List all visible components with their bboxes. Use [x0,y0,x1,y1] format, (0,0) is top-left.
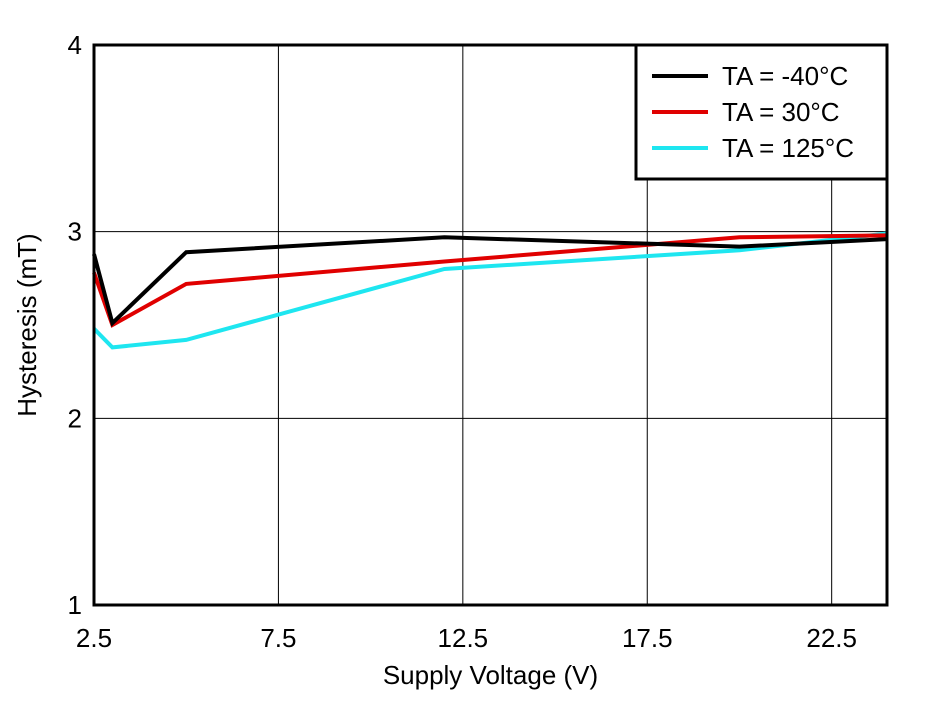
y-tick-label: 2 [68,403,82,433]
x-tick-label: 12.5 [438,623,489,653]
x-tick-label: 2.5 [76,623,112,653]
legend-label: TA = 30°C [722,97,840,127]
y-tick-label: 3 [68,217,82,247]
legend: TA = -40°C TA = 30°C TA = 125°C [634,43,889,181]
y-tick-label: 1 [68,590,82,620]
x-axis-title: Supply Voltage (V) [383,660,598,690]
axis-ticks: 2.5 7.5 12.5 17.5 22.5 1 2 3 4 [68,30,857,653]
legend-label: TA = 125°C [722,133,854,163]
y-axis-title: Hysteresis (mT) [12,233,42,416]
x-tick-label: 17.5 [622,623,673,653]
legend-label: TA = -40°C [722,61,848,91]
plot-area-frame [92,43,889,607]
x-tick-label: 22.5 [806,623,857,653]
series-line [92,235,888,327]
series-line [92,231,888,350]
series-lines [92,231,888,350]
x-tick-label: 7.5 [260,623,296,653]
y-tick-label: 4 [68,30,82,60]
